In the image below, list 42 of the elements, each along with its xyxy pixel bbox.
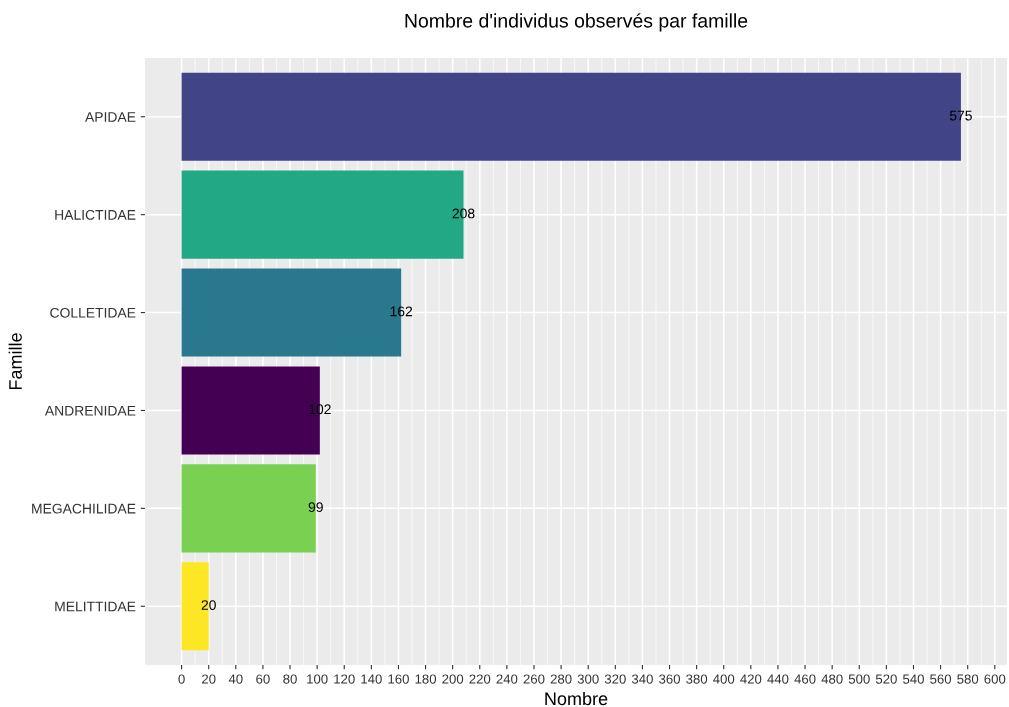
x-tick-label: 240 [496, 674, 518, 684]
x-tick-label: 460 [794, 674, 816, 684]
x-tick-label: 80 [283, 674, 297, 684]
y-tick-label: COLLETIDAE [50, 307, 136, 318]
x-tick-label: 20 [202, 674, 216, 684]
x-tick-label: 280 [550, 674, 572, 684]
y-tick-label: MELITTIDAE [55, 601, 136, 612]
x-tick-label: 160 [388, 674, 409, 684]
x-tick-label: 100 [307, 674, 328, 684]
x-tick-label: 560 [930, 674, 952, 684]
x-tick-label: 120 [334, 674, 355, 684]
x-tick-label: 360 [659, 674, 681, 684]
x-tick-label: 380 [686, 674, 708, 684]
x-tick-label: 40 [228, 674, 243, 684]
y-axis-title: Famille [8, 333, 22, 390]
x-tick-label: 300 [577, 674, 599, 684]
x-tick-label: 220 [469, 674, 491, 684]
x-tick-label: 480 [821, 674, 843, 684]
x-tick-label: 180 [415, 674, 437, 684]
x-tick-label: 0 [178, 674, 185, 684]
x-tick-label: 140 [361, 674, 382, 684]
x-tick-label: 500 [848, 674, 870, 684]
x-tick-label: 260 [523, 674, 545, 684]
data-label: 575 [949, 110, 972, 121]
y-tick-label: ANDRENIDAE [44, 405, 136, 416]
x-tick-label: 340 [631, 674, 653, 684]
x-tick-label: 400 [713, 674, 735, 684]
x-tick-label: 440 [767, 674, 789, 684]
y-tick-label: APIDAE [85, 112, 136, 122]
x-tick-label: 60 [256, 674, 270, 684]
x-tick-label: 420 [740, 674, 762, 684]
y-tick-label: MEGACHILIDAE [32, 503, 136, 514]
x-tick-label: 540 [903, 674, 924, 684]
x-tick-label: 600 [984, 674, 1006, 684]
y-tick-label: HALICTIDAE [55, 209, 136, 220]
x-tick-label: 580 [957, 674, 979, 684]
chart-title: Nombre d'individus observés par famille [405, 13, 748, 32]
x-tick-label: 200 [442, 674, 464, 684]
data-label: 102 [309, 404, 331, 415]
x-axis-title: Nombre [545, 691, 608, 706]
x-tick-label: 520 [875, 674, 897, 684]
x-tick-label: 320 [604, 674, 626, 684]
